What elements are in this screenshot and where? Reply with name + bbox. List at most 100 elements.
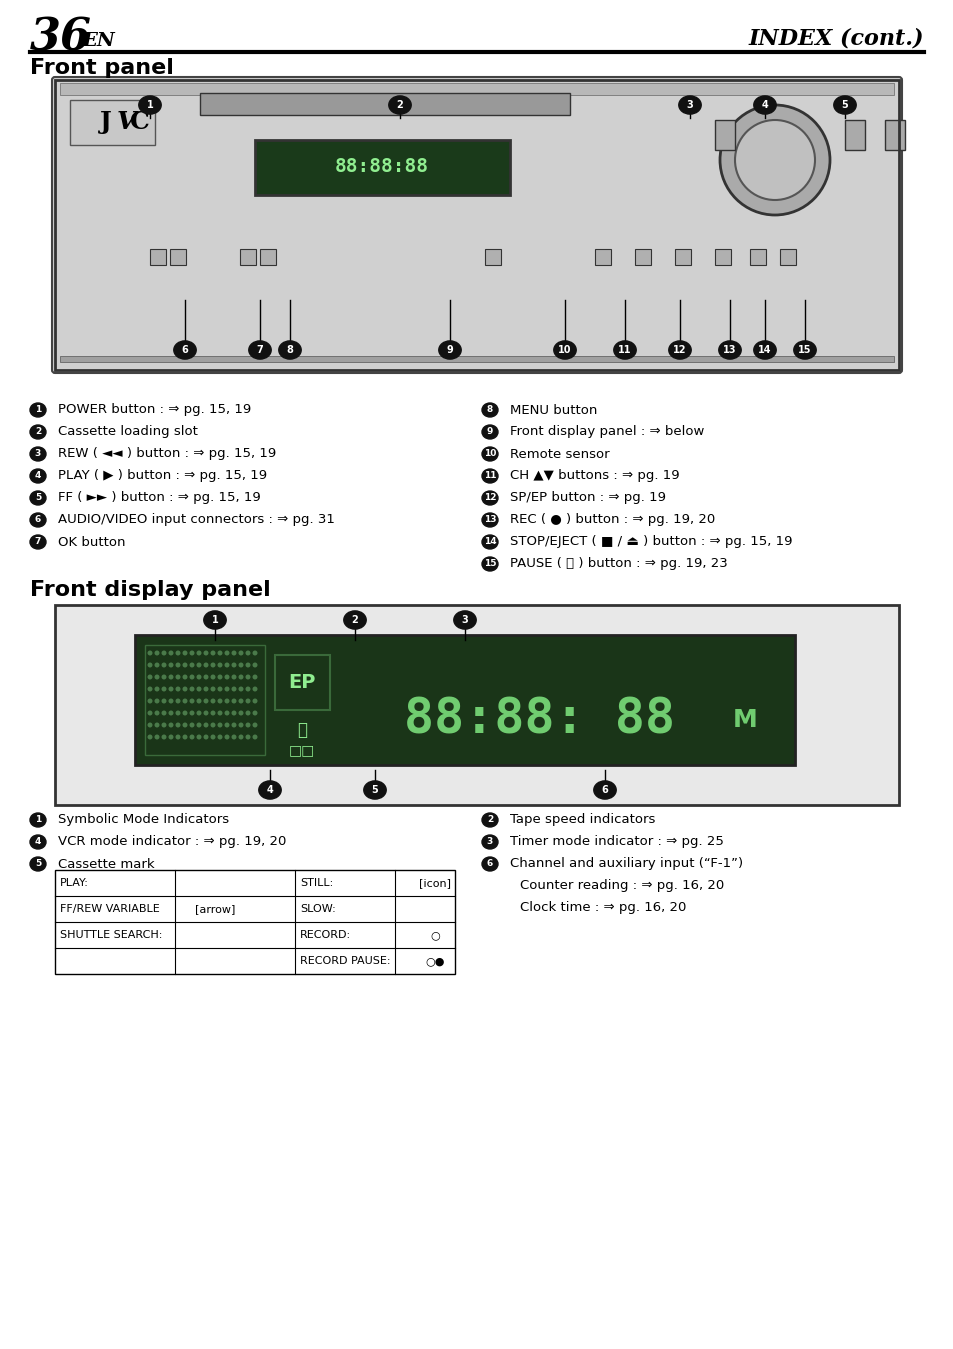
Text: 4: 4 [34, 472, 41, 480]
Text: ○●: ○● [425, 956, 444, 966]
Text: 6: 6 [35, 515, 41, 525]
Bar [780, 250, 795, 264]
Circle shape [169, 674, 173, 680]
Text: 8: 8 [486, 406, 493, 414]
Ellipse shape [679, 96, 700, 115]
Text: [icon]: [icon] [418, 878, 451, 888]
Ellipse shape [481, 469, 497, 483]
Text: 11: 11 [618, 345, 631, 355]
Circle shape [148, 723, 152, 727]
Circle shape [161, 711, 167, 715]
Circle shape [232, 687, 236, 692]
Text: Cassette loading slot: Cassette loading slot [58, 425, 197, 438]
Text: 13: 13 [722, 345, 736, 355]
Text: 5: 5 [841, 100, 847, 111]
Text: SLOW:: SLOW: [299, 904, 335, 915]
Text: 3: 3 [35, 449, 41, 459]
Text: FF/REW VARIABLE: FF/REW VARIABLE [60, 904, 159, 915]
Ellipse shape [718, 341, 740, 359]
Bar [884, 120, 904, 150]
Circle shape [253, 687, 257, 692]
Text: 9: 9 [486, 428, 493, 437]
Text: M: M [732, 708, 757, 733]
Text: 5: 5 [35, 494, 41, 502]
Text: 14: 14 [483, 537, 496, 546]
Text: Tape speed indicators: Tape speed indicators [510, 813, 655, 827]
Circle shape [238, 687, 243, 692]
Text: STILL:: STILL: [299, 878, 333, 888]
Circle shape [224, 711, 230, 715]
Bar [254, 140, 510, 196]
Bar [714, 120, 734, 150]
Ellipse shape [481, 557, 497, 571]
Text: EN: EN [82, 32, 114, 50]
Text: STOP/EJECT ( ■ / ⏏ ) button : ⇒ pg. 15, 19: STOP/EJECT ( ■ / ⏏ ) button : ⇒ pg. 15, … [510, 536, 792, 549]
Circle shape [211, 723, 215, 727]
Text: Cassette mark: Cassette mark [58, 858, 154, 870]
Circle shape [161, 687, 167, 692]
Circle shape [175, 723, 180, 727]
Text: 3: 3 [461, 615, 468, 625]
Text: 10: 10 [558, 345, 571, 355]
Circle shape [190, 723, 194, 727]
Text: 14: 14 [758, 345, 771, 355]
Ellipse shape [481, 835, 497, 849]
Text: 1: 1 [212, 615, 218, 625]
Text: 2: 2 [396, 100, 403, 111]
Circle shape [232, 674, 236, 680]
Circle shape [169, 687, 173, 692]
Text: RECORD PAUSE:: RECORD PAUSE: [299, 956, 390, 966]
Circle shape [217, 674, 222, 680]
Circle shape [190, 687, 194, 692]
Ellipse shape [30, 403, 46, 417]
Bar [635, 250, 650, 264]
Circle shape [196, 687, 201, 692]
Text: OK button: OK button [58, 536, 126, 549]
Circle shape [161, 699, 167, 703]
Circle shape [190, 711, 194, 715]
Text: Clock time : ⇒ pg. 16, 20: Clock time : ⇒ pg. 16, 20 [519, 901, 685, 915]
Bar [749, 250, 765, 264]
Text: 13: 13 [483, 515, 496, 525]
Circle shape [175, 734, 180, 739]
Circle shape [245, 687, 251, 692]
Bar [60, 356, 893, 362]
Bar [70, 100, 154, 144]
Circle shape [203, 723, 209, 727]
Circle shape [245, 650, 251, 656]
Circle shape [245, 674, 251, 680]
Ellipse shape [481, 425, 497, 438]
Ellipse shape [343, 611, 366, 629]
Circle shape [203, 699, 209, 703]
Circle shape [211, 674, 215, 680]
Circle shape [190, 734, 194, 739]
Circle shape [224, 699, 230, 703]
Bar [150, 250, 166, 264]
Circle shape [238, 723, 243, 727]
Circle shape [196, 699, 201, 703]
Bar [60, 84, 893, 94]
Ellipse shape [258, 781, 281, 799]
Circle shape [238, 734, 243, 739]
Text: 88:88: 88: 88:88: 88 [404, 696, 675, 745]
Ellipse shape [30, 491, 46, 505]
Circle shape [154, 711, 159, 715]
Text: 15: 15 [798, 345, 811, 355]
Text: REC ( ● ) button : ⇒ pg. 19, 20: REC ( ● ) button : ⇒ pg. 19, 20 [510, 514, 715, 526]
Bar [55, 604, 898, 805]
Text: 2: 2 [352, 615, 358, 625]
Ellipse shape [593, 781, 616, 799]
Text: EP: EP [288, 673, 315, 692]
Text: 3: 3 [686, 100, 693, 111]
Circle shape [224, 723, 230, 727]
Bar [484, 250, 500, 264]
Text: 6: 6 [181, 345, 188, 355]
Text: 11: 11 [483, 472, 496, 480]
Text: 6: 6 [601, 785, 608, 795]
Circle shape [224, 662, 230, 668]
Circle shape [182, 687, 188, 692]
Text: AUDIO/VIDEO input connectors : ⇒ pg. 31: AUDIO/VIDEO input connectors : ⇒ pg. 31 [58, 514, 335, 526]
Circle shape [161, 662, 167, 668]
Text: C: C [130, 111, 150, 134]
Circle shape [217, 650, 222, 656]
